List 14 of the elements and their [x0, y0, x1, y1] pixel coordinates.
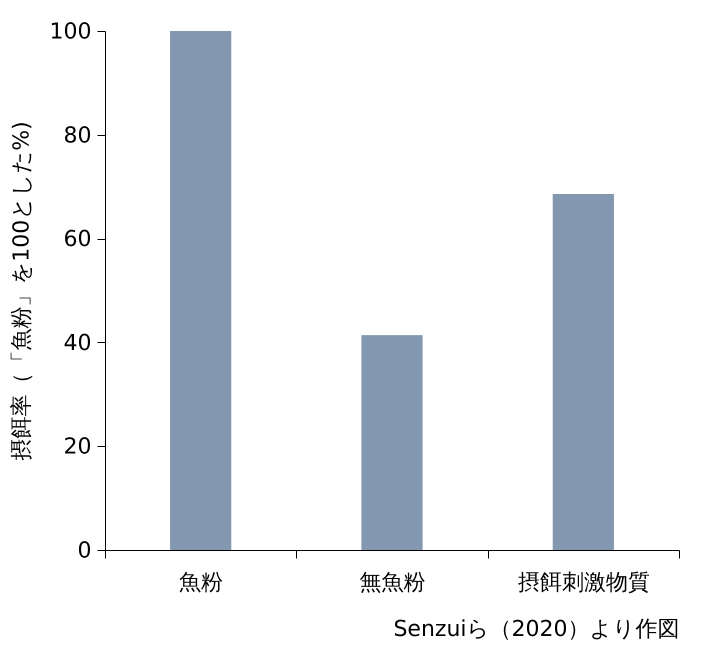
- x-tick-label: 摂餌刺激物質: [518, 570, 650, 596]
- bar: [552, 194, 614, 550]
- y-tick-label: 40: [64, 330, 92, 356]
- bar: [170, 31, 232, 550]
- x-tick-label: 魚粉: [179, 570, 224, 596]
- bar: [361, 335, 423, 550]
- x-tick-label: 無魚粉: [360, 570, 426, 596]
- y-tick-label: 20: [64, 434, 92, 460]
- text: Senzuiら（2020）より作図: [393, 617, 680, 642]
- y-axis-title: 摂餌率（「魚粉」を100とした%): [10, 121, 35, 461]
- y-tick-label: 60: [64, 227, 92, 252]
- y-tick-label: 80: [64, 123, 92, 148]
- y-tick-label: 0: [78, 538, 92, 564]
- y-tick-label: 100: [50, 20, 92, 44]
